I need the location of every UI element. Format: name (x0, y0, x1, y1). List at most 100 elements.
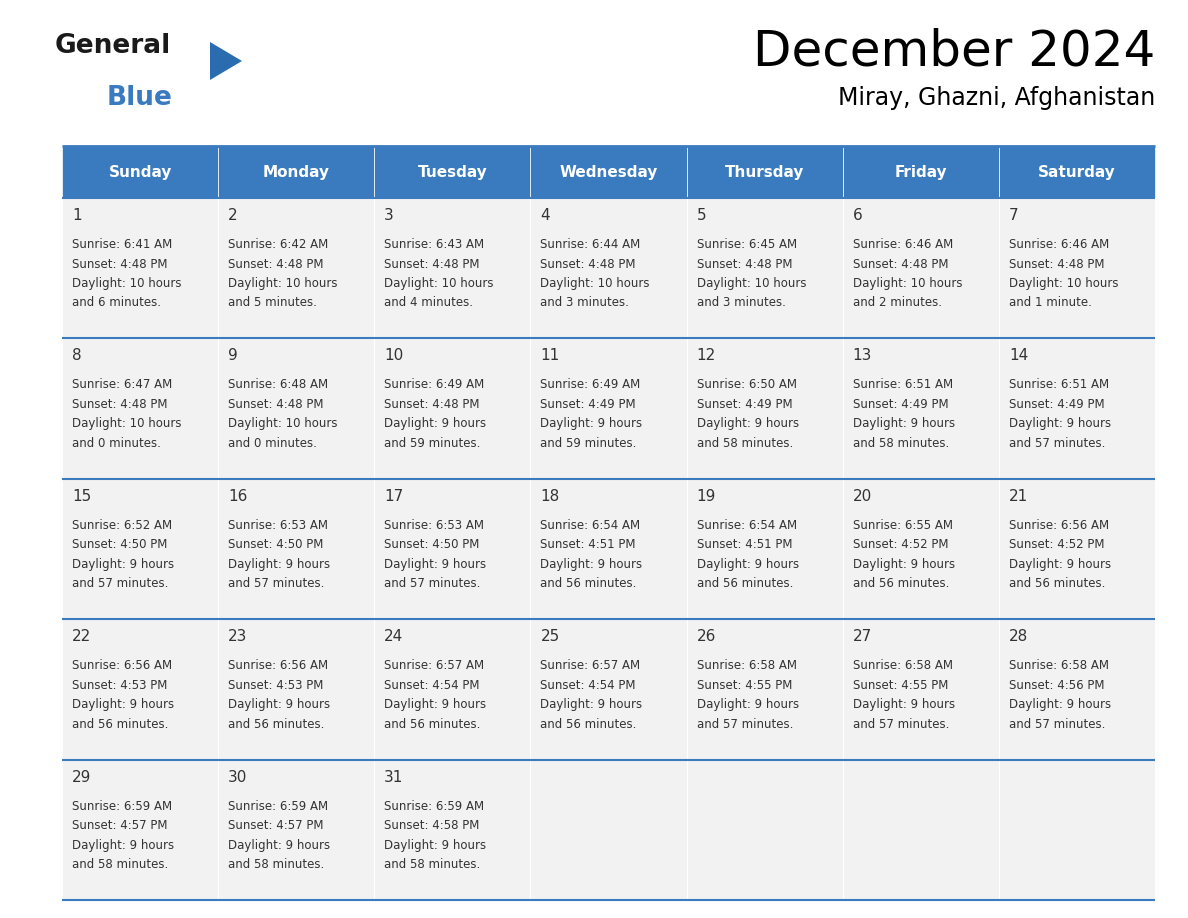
Bar (687, 146, 842, 198)
Text: and 3 minutes.: and 3 minutes. (696, 297, 785, 309)
Text: 24: 24 (384, 629, 404, 644)
Text: Daylight: 10 hours: Daylight: 10 hours (72, 277, 182, 290)
Text: Sunset: 4:55 PM: Sunset: 4:55 PM (853, 678, 948, 691)
Bar (62, 198, 219, 339)
Text: Sunset: 4:48 PM: Sunset: 4:48 PM (384, 258, 480, 271)
Text: Sunset: 4:49 PM: Sunset: 4:49 PM (541, 397, 636, 411)
Text: 7: 7 (1009, 208, 1018, 223)
Text: Sunrise: 6:43 AM: Sunrise: 6:43 AM (384, 238, 485, 251)
Bar (999, 620, 1155, 759)
Text: and 56 minutes.: and 56 minutes. (541, 577, 637, 590)
Text: Miray, Ghazni, Afghanistan: Miray, Ghazni, Afghanistan (838, 86, 1155, 110)
Text: Daylight: 9 hours: Daylight: 9 hours (72, 558, 175, 571)
Bar (999, 146, 1155, 198)
Text: Sunrise: 6:58 AM: Sunrise: 6:58 AM (696, 659, 797, 672)
Text: Sunrise: 6:50 AM: Sunrise: 6:50 AM (696, 378, 797, 391)
Bar (530, 339, 687, 479)
Text: Daylight: 9 hours: Daylight: 9 hours (384, 418, 486, 431)
Bar (687, 759, 842, 900)
Text: Daylight: 10 hours: Daylight: 10 hours (1009, 277, 1118, 290)
Text: and 3 minutes.: and 3 minutes. (541, 297, 630, 309)
Text: and 59 minutes.: and 59 minutes. (541, 437, 637, 450)
Bar (62, 146, 219, 198)
Text: Daylight: 9 hours: Daylight: 9 hours (384, 839, 486, 852)
Text: Sunset: 4:50 PM: Sunset: 4:50 PM (384, 538, 480, 552)
Text: Daylight: 9 hours: Daylight: 9 hours (1009, 699, 1111, 711)
Text: 20: 20 (853, 488, 872, 504)
Text: Daylight: 10 hours: Daylight: 10 hours (228, 277, 337, 290)
Text: and 58 minutes.: and 58 minutes. (696, 437, 792, 450)
Text: Sunrise: 6:54 AM: Sunrise: 6:54 AM (696, 519, 797, 532)
Text: 8: 8 (72, 349, 82, 364)
Text: 4: 4 (541, 208, 550, 223)
Text: Daylight: 10 hours: Daylight: 10 hours (696, 277, 807, 290)
Text: 18: 18 (541, 488, 560, 504)
Bar (219, 198, 374, 339)
Bar (374, 198, 530, 339)
Bar (999, 479, 1155, 620)
Text: Saturday: Saturday (1038, 164, 1116, 180)
Text: 2: 2 (228, 208, 238, 223)
Text: Sunrise: 6:49 AM: Sunrise: 6:49 AM (384, 378, 485, 391)
Text: Sunset: 4:56 PM: Sunset: 4:56 PM (1009, 678, 1105, 691)
Text: Sunrise: 6:46 AM: Sunrise: 6:46 AM (1009, 238, 1110, 251)
Text: and 58 minutes.: and 58 minutes. (72, 858, 169, 871)
Text: 10: 10 (384, 349, 404, 364)
Text: General: General (55, 33, 171, 59)
Text: 13: 13 (853, 349, 872, 364)
Text: and 56 minutes.: and 56 minutes. (1009, 577, 1105, 590)
Bar (842, 198, 999, 339)
Text: 30: 30 (228, 769, 247, 785)
Text: Sunset: 4:50 PM: Sunset: 4:50 PM (228, 538, 323, 552)
Bar (842, 620, 999, 759)
Bar (687, 620, 842, 759)
Bar (219, 759, 374, 900)
Text: and 0 minutes.: and 0 minutes. (228, 437, 317, 450)
Bar (219, 620, 374, 759)
Text: 3: 3 (384, 208, 394, 223)
Bar (999, 339, 1155, 479)
Text: Sunset: 4:52 PM: Sunset: 4:52 PM (853, 538, 948, 552)
Text: December 2024: December 2024 (753, 28, 1155, 76)
Text: and 56 minutes.: and 56 minutes. (72, 718, 169, 731)
Text: Daylight: 9 hours: Daylight: 9 hours (696, 699, 798, 711)
Text: Sunrise: 6:51 AM: Sunrise: 6:51 AM (853, 378, 953, 391)
Text: 23: 23 (228, 629, 247, 644)
Text: Daylight: 9 hours: Daylight: 9 hours (696, 558, 798, 571)
Text: Sunset: 4:48 PM: Sunset: 4:48 PM (541, 258, 636, 271)
Bar (374, 146, 530, 198)
Text: Daylight: 9 hours: Daylight: 9 hours (541, 558, 643, 571)
Text: and 56 minutes.: and 56 minutes. (541, 718, 637, 731)
Text: and 2 minutes.: and 2 minutes. (853, 297, 942, 309)
Text: Daylight: 9 hours: Daylight: 9 hours (384, 558, 486, 571)
Bar (530, 759, 687, 900)
Text: Daylight: 10 hours: Daylight: 10 hours (228, 418, 337, 431)
Text: and 6 minutes.: and 6 minutes. (72, 297, 162, 309)
Bar (842, 759, 999, 900)
Text: Sunrise: 6:51 AM: Sunrise: 6:51 AM (1009, 378, 1108, 391)
Bar (530, 620, 687, 759)
Text: Tuesday: Tuesday (417, 164, 487, 180)
Text: Sunrise: 6:53 AM: Sunrise: 6:53 AM (228, 519, 328, 532)
Bar (530, 479, 687, 620)
Text: 27: 27 (853, 629, 872, 644)
Bar (999, 198, 1155, 339)
Text: Sunset: 4:57 PM: Sunset: 4:57 PM (228, 819, 323, 832)
Bar (62, 759, 219, 900)
Text: Daylight: 10 hours: Daylight: 10 hours (541, 277, 650, 290)
Text: 28: 28 (1009, 629, 1028, 644)
Bar (999, 759, 1155, 900)
Bar (374, 759, 530, 900)
Text: and 57 minutes.: and 57 minutes. (384, 577, 481, 590)
Text: and 58 minutes.: and 58 minutes. (228, 858, 324, 871)
Text: Sunrise: 6:56 AM: Sunrise: 6:56 AM (228, 659, 328, 672)
Text: 15: 15 (72, 488, 91, 504)
Bar (374, 339, 530, 479)
Text: Daylight: 10 hours: Daylight: 10 hours (853, 277, 962, 290)
Text: Sunset: 4:48 PM: Sunset: 4:48 PM (228, 258, 323, 271)
Text: Sunset: 4:51 PM: Sunset: 4:51 PM (696, 538, 792, 552)
Bar (530, 198, 687, 339)
Text: Sunset: 4:58 PM: Sunset: 4:58 PM (384, 819, 480, 832)
Text: Wednesday: Wednesday (560, 164, 658, 180)
Bar (687, 198, 842, 339)
